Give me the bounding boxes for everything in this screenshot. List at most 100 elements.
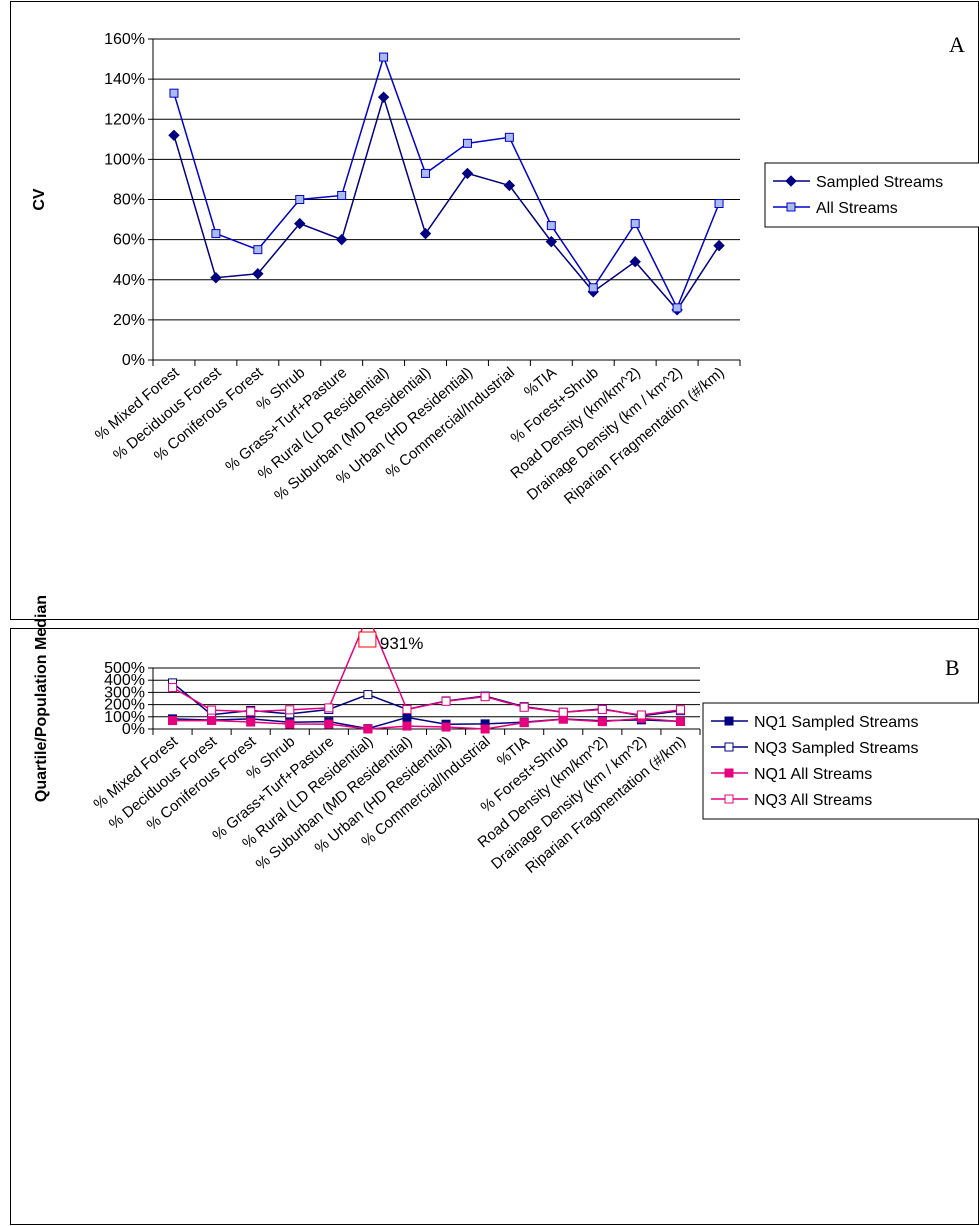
offscale-marker bbox=[358, 631, 377, 648]
series-line bbox=[172, 716, 681, 730]
data-point bbox=[253, 245, 263, 255]
y-tick-label: 0% bbox=[122, 352, 145, 369]
data-point bbox=[713, 239, 725, 252]
chart-b: 0%100%200%300%400%500%% Mixed Forest% De… bbox=[33, 595, 979, 877]
data-point bbox=[295, 195, 305, 204]
data-point bbox=[402, 704, 412, 714]
data-point bbox=[337, 190, 347, 200]
data-point bbox=[675, 705, 685, 715]
series-line bbox=[173, 54, 720, 310]
panel-a-border bbox=[10, 1, 979, 620]
data-point bbox=[285, 705, 295, 715]
y-tick-label: 100% bbox=[104, 151, 145, 168]
y-tick-label: 100% bbox=[104, 709, 145, 726]
y-axis-label: CV bbox=[31, 188, 48, 211]
data-point bbox=[252, 268, 264, 280]
y-tick-label: 200% bbox=[104, 697, 145, 714]
legend-box bbox=[764, 162, 979, 228]
legend-label: NQ1 All Streams bbox=[754, 766, 872, 783]
legend-label: All Streams bbox=[816, 200, 898, 217]
data-point bbox=[441, 696, 451, 706]
data-point bbox=[246, 717, 256, 727]
data-point bbox=[324, 719, 334, 729]
panel-b-letter: B bbox=[945, 655, 960, 680]
data-point bbox=[480, 692, 490, 702]
y-tick-label: 60% bbox=[113, 232, 145, 249]
data-point bbox=[597, 717, 607, 727]
y-tick-label: 140% bbox=[104, 71, 145, 88]
legend-marker bbox=[724, 768, 734, 778]
data-point bbox=[211, 229, 221, 239]
y-tick-label: 80% bbox=[113, 192, 145, 209]
data-point bbox=[421, 168, 431, 178]
y-tick-label: 20% bbox=[113, 312, 145, 329]
data-point bbox=[168, 716, 178, 726]
data-point bbox=[168, 129, 180, 142]
y-tick-label: 160% bbox=[104, 31, 145, 48]
data-point bbox=[675, 716, 685, 726]
data-point bbox=[402, 712, 412, 722]
legend-marker bbox=[724, 742, 734, 752]
data-point bbox=[335, 233, 348, 246]
data-point bbox=[363, 724, 373, 734]
y-tick-label: 300% bbox=[104, 684, 145, 701]
legend-label: NQ1 Sampled Streams bbox=[754, 714, 919, 731]
data-point bbox=[402, 721, 412, 731]
data-point bbox=[461, 167, 474, 180]
data-point bbox=[558, 707, 568, 717]
y-tick-label: 40% bbox=[113, 272, 145, 289]
data-point bbox=[504, 132, 514, 142]
legend-label: Sampled Streams bbox=[816, 174, 943, 191]
legend-marker bbox=[785, 175, 797, 187]
data-point bbox=[545, 235, 558, 248]
series-a-1 bbox=[169, 52, 724, 313]
series-line bbox=[172, 717, 681, 730]
legend-label: NQ3 Sampled Streams bbox=[754, 740, 919, 757]
y-tick-label: 0% bbox=[122, 721, 145, 738]
offscale-annotation: 931% bbox=[380, 634, 423, 653]
panel-a-letter: A bbox=[949, 32, 965, 57]
data-point bbox=[169, 88, 179, 98]
data-point bbox=[629, 255, 641, 268]
legend-marker bbox=[786, 202, 796, 212]
series-b-3 bbox=[168, 628, 685, 720]
data-point bbox=[519, 702, 529, 712]
data-point bbox=[246, 707, 256, 717]
data-point bbox=[503, 179, 516, 192]
data-point bbox=[480, 724, 490, 734]
data-point bbox=[714, 199, 724, 209]
data-point bbox=[636, 710, 646, 720]
data-point bbox=[441, 722, 451, 732]
data-point bbox=[324, 703, 334, 713]
data-point bbox=[285, 719, 295, 729]
y-tick-label: 500% bbox=[104, 660, 145, 677]
data-point bbox=[588, 283, 598, 293]
series-line bbox=[172, 628, 681, 716]
data-point bbox=[168, 683, 178, 693]
legend-marker bbox=[724, 716, 734, 726]
data-point bbox=[294, 217, 306, 230]
series-line bbox=[173, 94, 720, 312]
chart-a: 0%20%40%60%80%100%120%140%160%% Mixed Fo… bbox=[31, 31, 979, 508]
legend-label: NQ3 All Streams bbox=[754, 792, 872, 809]
data-point bbox=[630, 219, 640, 229]
legend-box bbox=[702, 702, 979, 820]
data-point bbox=[210, 272, 222, 284]
y-tick-label: 400% bbox=[104, 672, 145, 689]
data-point bbox=[363, 690, 373, 700]
series-a-0 bbox=[168, 91, 725, 316]
data-point bbox=[519, 718, 529, 728]
data-point bbox=[419, 227, 432, 240]
data-point bbox=[462, 138, 472, 148]
legend-marker bbox=[724, 794, 734, 804]
y-tick-label: 120% bbox=[104, 111, 145, 128]
data-point bbox=[207, 715, 217, 725]
y-axis-label: Quartile/Population Median bbox=[33, 595, 50, 802]
data-point bbox=[379, 52, 389, 62]
data-point bbox=[207, 705, 217, 715]
data-point bbox=[377, 91, 390, 103]
series-b-1 bbox=[168, 678, 685, 721]
data-point bbox=[672, 303, 682, 313]
data-point bbox=[597, 704, 607, 714]
